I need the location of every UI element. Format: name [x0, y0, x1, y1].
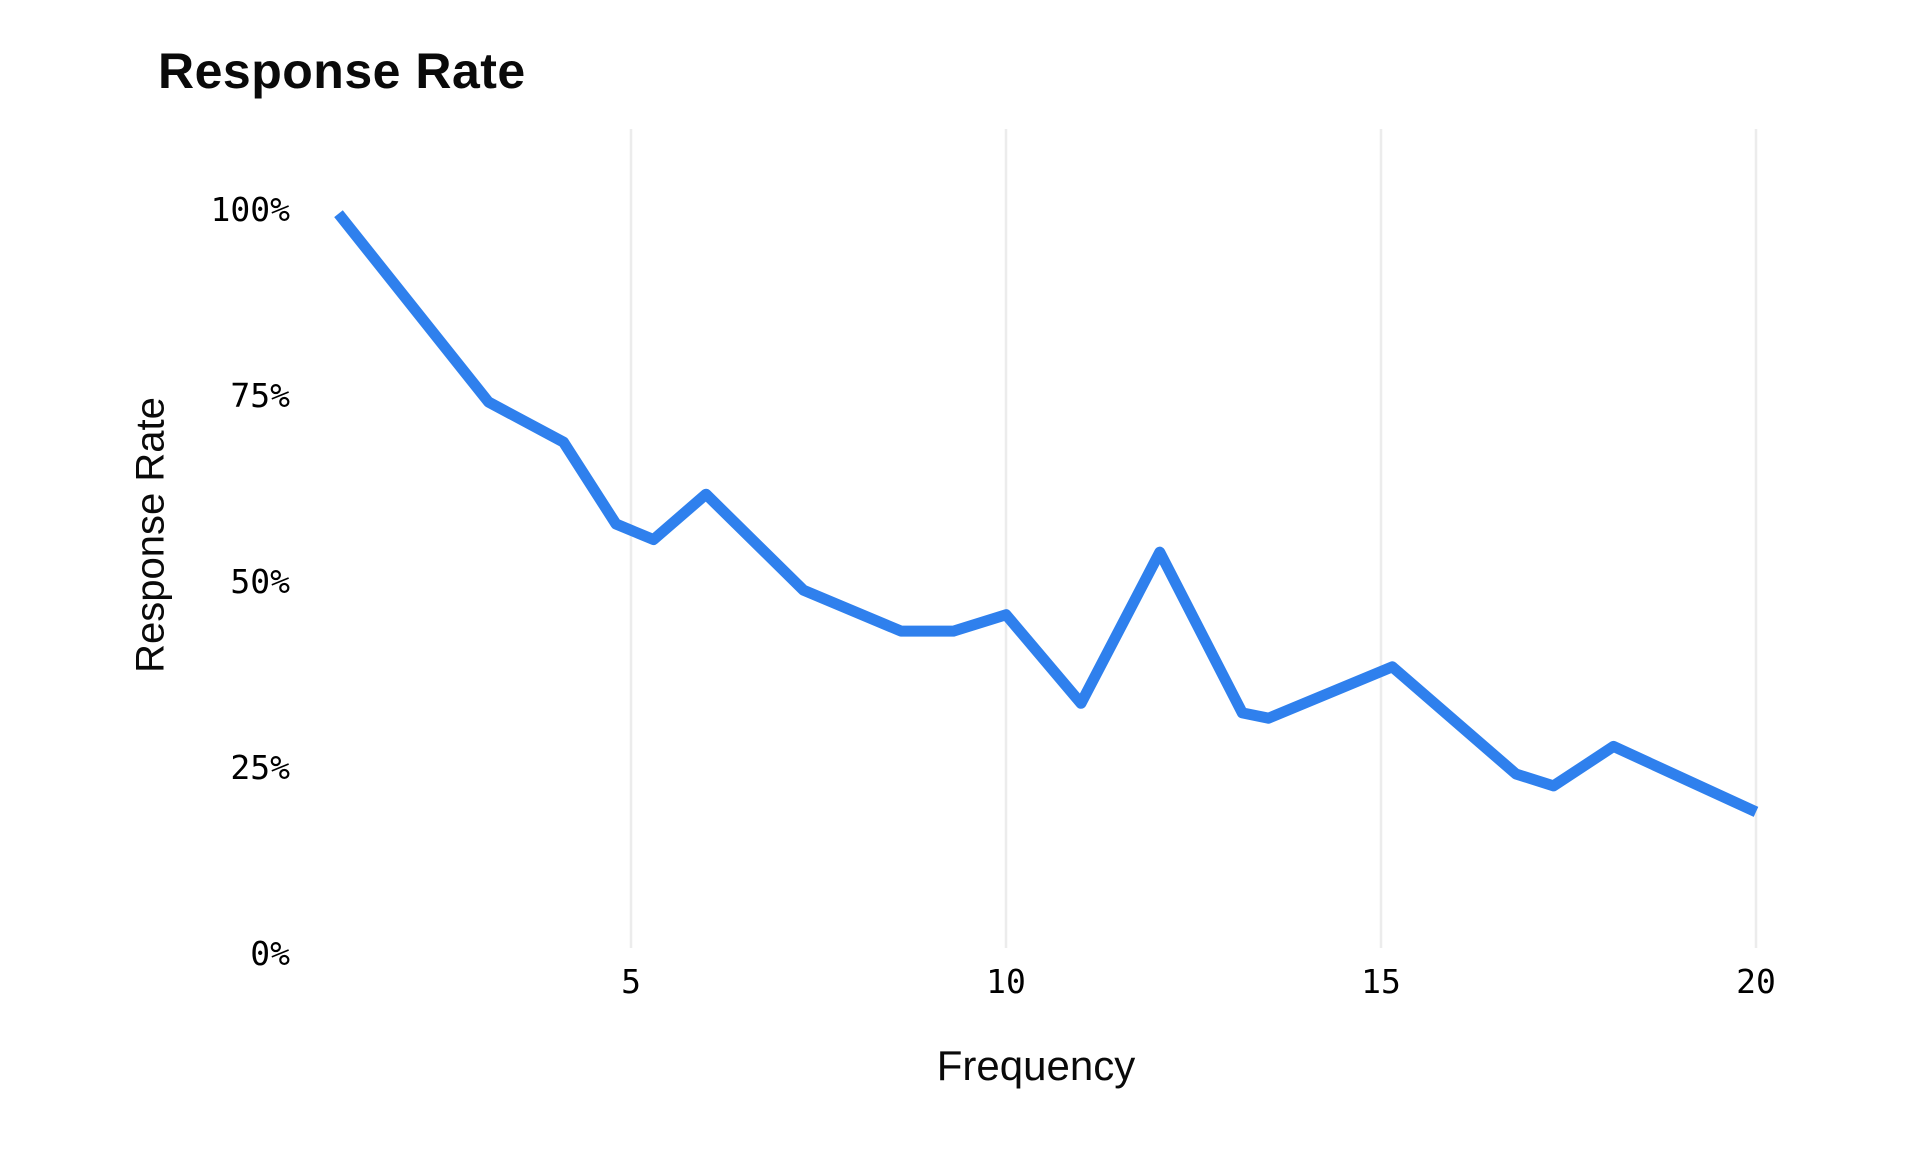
y-tick-label-0: 0%	[250, 934, 290, 973]
x-tick-label-20: 20	[1736, 962, 1776, 1001]
response-rate-line	[334, 210, 1759, 817]
y-tick-label-100: 100%	[210, 190, 290, 229]
x-tick-label-10: 10	[986, 962, 1026, 1001]
chart-title: Response Rate	[158, 43, 526, 99]
y-tick-label-75: 75%	[230, 376, 290, 415]
x-axis-title: Frequency	[936, 1042, 1136, 1089]
y-tick-label-50: 50%	[230, 562, 290, 601]
y-axis-title: Response Rate	[128, 397, 173, 673]
gridline-group	[629, 129, 1758, 948]
y-tick-label-25: 25%	[230, 748, 290, 787]
x-tick-label-15: 15	[1361, 962, 1401, 1001]
x-tick-label-5: 5	[621, 962, 641, 1001]
